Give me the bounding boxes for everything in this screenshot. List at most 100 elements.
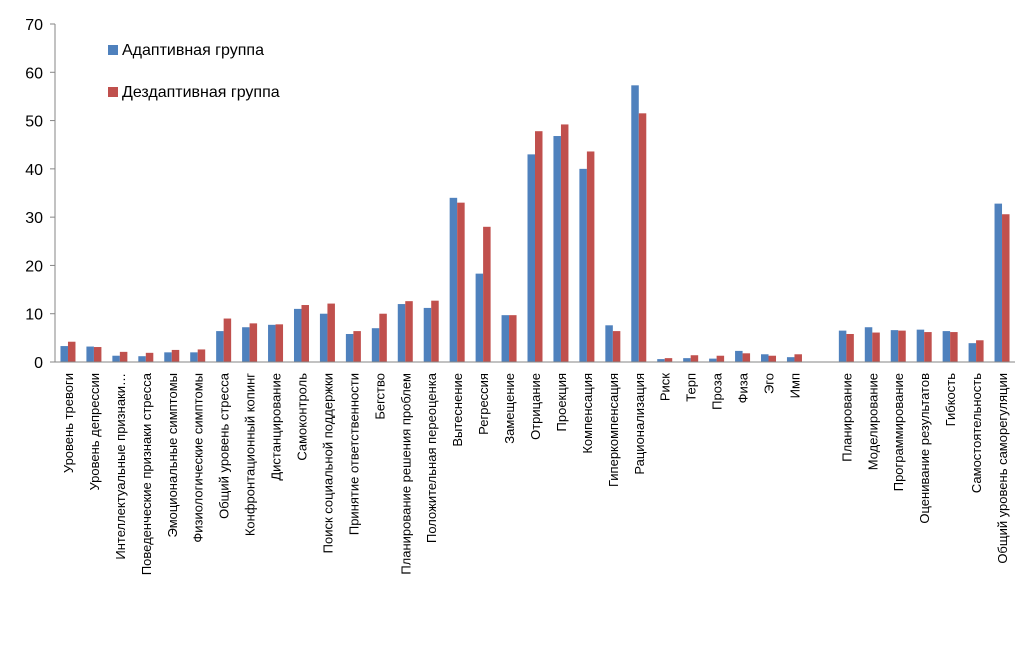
bar-adaptive (397, 304, 406, 362)
bar-disadaptive (405, 301, 413, 362)
bar-adaptive (319, 313, 328, 362)
bar-adaptive (553, 136, 561, 362)
bar-adaptive (916, 329, 925, 362)
x-tick-label: Общий уровень стресса (217, 372, 232, 519)
x-tick-label: Компенсация (580, 373, 595, 454)
y-tick-label: 40 (25, 162, 43, 179)
x-tick-label: Рационализация (632, 373, 647, 475)
y-tick-label: 60 (25, 65, 43, 82)
x-tick-label: Программирование (891, 373, 906, 491)
bar-adaptive (968, 343, 977, 362)
x-tick-label: Вытеснение (450, 373, 465, 447)
x-tick-label: Положительная переоценка (424, 372, 439, 543)
bar-disadaptive (327, 303, 335, 362)
bar-adaptive (942, 331, 951, 362)
bar-disadaptive (171, 349, 180, 362)
bar-adaptive (293, 308, 302, 362)
x-tick-label: Поиск социальной поддержки (320, 373, 335, 553)
bar-adaptive (449, 197, 458, 362)
legend-swatch (108, 87, 118, 97)
bar-disadaptive (794, 354, 802, 362)
bar-adaptive (242, 327, 250, 362)
bar-adaptive (501, 315, 510, 362)
x-tick-label: Интеллектуальные признаки… (113, 373, 128, 560)
bar-disadaptive (509, 315, 517, 362)
y-tick-label: 20 (25, 258, 43, 275)
bar-adaptive (60, 346, 68, 362)
bar-disadaptive (950, 332, 958, 362)
bar-adaptive (890, 330, 899, 362)
bar-disadaptive (768, 355, 777, 362)
x-tick-label: Самостоятельность (969, 373, 984, 493)
bar-disadaptive (535, 131, 543, 362)
bar-adaptive (527, 154, 535, 362)
x-tick-label: Поведенческие признаки стресса (139, 372, 154, 575)
bar-adaptive (475, 273, 484, 362)
bar-adaptive (216, 331, 224, 362)
x-tick-label: Гибкость (943, 373, 958, 427)
x-tick-label: Дистанцирование (269, 373, 284, 481)
bar-disadaptive (379, 313, 387, 362)
legend: Адаптивная группа Дездаптивная группа (108, 42, 280, 101)
bar-adaptive (864, 327, 873, 362)
bar-disadaptive (716, 355, 725, 362)
x-tick-label: Проекция (554, 373, 569, 431)
y-tick-label: 50 (25, 114, 43, 131)
x-tick-label: Моделирование (865, 373, 880, 470)
legend-label: Адаптивная группа (122, 42, 264, 59)
bar-disadaptive (353, 331, 361, 362)
bar-adaptive (112, 355, 120, 362)
bar-adaptive (86, 346, 94, 362)
y-tick-label: 70 (25, 17, 43, 34)
x-tick-label: Общий уровень саморегуляции (995, 373, 1010, 564)
bar-disadaptive (742, 353, 751, 362)
bar-adaptive (190, 352, 198, 362)
bar-disadaptive (301, 305, 309, 362)
x-tick-label: Отрицание (528, 373, 543, 440)
x-tick-label: Бегство (372, 373, 387, 420)
y-tick-label: 30 (25, 210, 43, 227)
x-tick-label: Принятие ответственности (346, 373, 361, 535)
bar-disadaptive (457, 202, 465, 362)
bar-disadaptive (664, 358, 673, 362)
x-tick-label: Риск (658, 373, 673, 401)
legend-label: Дездаптивная группа (122, 84, 280, 101)
x-tick-label: Конфронтационный копинг (243, 373, 258, 536)
x-tick-label: Самоконтроль (294, 373, 309, 461)
x-tick-label: Имп (787, 373, 802, 398)
x-tick-label: Эго (762, 373, 777, 394)
bar-disadaptive (483, 226, 491, 362)
bar-disadaptive (690, 355, 699, 362)
bar-disadaptive (898, 330, 906, 362)
bar-disadaptive (1002, 214, 1010, 362)
bar-disadaptive (275, 324, 284, 362)
bar-disadaptive (431, 300, 439, 362)
y-tick-label: 10 (25, 307, 43, 324)
bar-disadaptive (119, 351, 128, 362)
legend-swatch (108, 45, 118, 55)
bar-adaptive (838, 330, 847, 362)
bar-disadaptive (846, 333, 854, 362)
x-tick-label: Планирование решения проблем (398, 373, 413, 575)
bar-disadaptive (612, 331, 621, 362)
x-tick-label: Проза (710, 372, 725, 410)
bar-adaptive (683, 358, 691, 362)
bar-disadaptive (67, 341, 76, 362)
bar-disadaptive (586, 151, 595, 362)
x-tick-label: Уровень тревоги (61, 373, 76, 473)
x-tick-label: Регрессия (476, 373, 491, 435)
x-tick-label: Физа (736, 372, 751, 403)
bar-adaptive (994, 203, 1003, 362)
bar-adaptive (371, 328, 380, 362)
bar-disadaptive (638, 113, 647, 362)
x-tick-label: Уровень депрессии (87, 373, 102, 491)
bar-adaptive (657, 359, 665, 362)
bar-adaptive (605, 325, 613, 362)
bar-disadaptive (976, 340, 984, 362)
bar-disadaptive (223, 318, 232, 362)
bar-adaptive (138, 356, 146, 362)
bar-adaptive (761, 354, 769, 362)
x-tick-label: Оценивание результатов (917, 373, 932, 524)
bar-disadaptive (145, 352, 154, 362)
bar-adaptive (164, 352, 172, 362)
